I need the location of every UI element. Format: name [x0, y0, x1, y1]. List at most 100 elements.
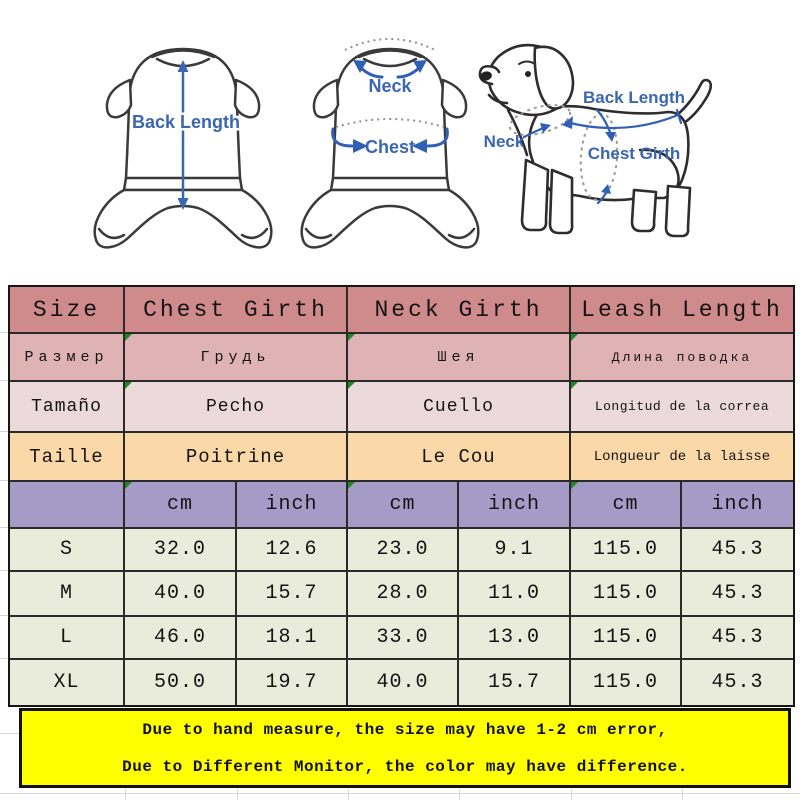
value-cell: 28.0 [348, 572, 459, 617]
dog-nose [480, 71, 492, 81]
value-cell: 45.3 [682, 529, 793, 572]
translation-cell: Размер [10, 334, 125, 382]
excel-gridline [0, 332, 8, 333]
header-neck-girth: Neck Girth [348, 287, 571, 334]
excel-gridline [682, 789, 683, 800]
size-guide-illustration: Back Length Neck Chest [93, 38, 713, 249]
dog-neck-line [506, 108, 529, 157]
chest-label: Chest [365, 137, 415, 157]
chest-dotted-line [335, 118, 445, 128]
note-line: Due to Different Monitor, the color may … [122, 757, 688, 776]
translation-text: Шея [437, 348, 480, 366]
value-cell: 50.0 [125, 660, 237, 705]
excel-gridline [459, 789, 460, 800]
size-cell: S [10, 529, 125, 572]
corner-marker [125, 482, 132, 489]
value-cell: 115.0 [571, 617, 682, 660]
excel-gridline [0, 615, 8, 616]
note-line: Due to hand measure, the size may have 1… [142, 720, 668, 739]
value-cell: 46.0 [125, 617, 237, 660]
translation-text: Грудь [200, 348, 271, 366]
translation-text: Длина поводка [611, 349, 753, 365]
size-table: Size Chest Girth Neck Girth Leash Length… [8, 285, 795, 707]
neck-label: Neck [368, 76, 412, 96]
translation-cell: Шея [348, 334, 571, 382]
unit-cell: inch [682, 482, 793, 529]
excel-gridline [0, 431, 8, 432]
dog-annotation-arrows [522, 108, 683, 205]
chest-girth-arrows [331, 127, 449, 153]
translation-cell: Pecho [125, 382, 348, 433]
corner-marker [571, 382, 578, 389]
dog-chest-girth-label: Chest Girth [588, 144, 681, 163]
value-cell: 11.0 [459, 572, 571, 617]
unit-cell: cm [571, 482, 682, 529]
value-cell: 32.0 [125, 529, 237, 572]
header-leash-length: Leash Length [571, 287, 793, 334]
excel-gridline [125, 789, 126, 800]
excel-gridline [571, 789, 572, 800]
unit-cell: inch [459, 482, 571, 529]
unit-text: cm [612, 493, 639, 516]
value-cell: 45.3 [682, 572, 793, 617]
unit-text: cm [166, 493, 193, 516]
value-cell: 23.0 [348, 529, 459, 572]
dog-eye [525, 71, 531, 77]
notes-box: Due to hand measure, the size may have 1… [19, 708, 791, 788]
dog-back-length-label: Back Length [583, 88, 685, 107]
excel-gridline [0, 793, 800, 794]
value-cell: 115.0 [571, 572, 682, 617]
dog-mouth [487, 93, 509, 105]
corner-marker [125, 382, 132, 389]
unit-cell: cm [348, 482, 459, 529]
back-length-label: Back Length [132, 112, 240, 132]
header-size: Size [10, 287, 125, 334]
value-cell: 9.1 [459, 529, 571, 572]
unit-cell: inch [237, 482, 348, 529]
corner-marker [348, 482, 355, 489]
value-cell: 33.0 [348, 617, 459, 660]
excel-gridline [0, 527, 8, 528]
excel-gridline [0, 570, 8, 571]
translation-text: Pecho [205, 396, 265, 417]
translation-cell: Taille [10, 433, 125, 482]
value-cell: 15.7 [237, 572, 348, 617]
excel-gridline [348, 789, 349, 800]
dog-neck-label: Neck [484, 132, 525, 151]
translation-cell: Длина поводка [571, 334, 793, 382]
translation-text: Longitud de la correa [594, 399, 770, 414]
value-cell: 13.0 [459, 617, 571, 660]
size-cell: M [10, 572, 125, 617]
corner-marker [571, 334, 578, 341]
translation-cell: Longitud de la correa [571, 382, 793, 433]
dog-eyebrow [518, 60, 536, 65]
size-cell: L [10, 617, 125, 660]
size-cell: XL [10, 660, 125, 705]
dog-tail [674, 78, 713, 125]
translation-cell: Poitrine [125, 433, 348, 482]
chest-measure-loop [579, 113, 619, 201]
translation-cell: Le Cou [348, 433, 571, 482]
unit-cell: cm [125, 482, 237, 529]
neck-girth-arrows [353, 60, 427, 79]
translation-cell: Грудь [125, 334, 348, 382]
value-cell: 18.1 [237, 617, 348, 660]
dog-front-leg [520, 158, 550, 232]
corner-marker [348, 334, 355, 341]
header-chest-girth: Chest Girth [125, 287, 348, 334]
value-cell: 45.3 [682, 617, 793, 660]
corner-marker [125, 334, 132, 341]
excel-gridline [0, 733, 19, 734]
excel-gridline [0, 658, 8, 659]
corner-marker [571, 482, 578, 489]
value-cell: 40.0 [348, 660, 459, 705]
translation-cell: Longueur de la laisse [571, 433, 793, 482]
value-cell: 12.6 [237, 529, 348, 572]
value-cell: 19.7 [237, 660, 348, 705]
garment-front-view: Neck Chest [300, 38, 480, 249]
value-cell: 40.0 [125, 572, 237, 617]
corner-marker [348, 382, 355, 389]
value-cell: 15.7 [459, 660, 571, 705]
excel-gridline [0, 380, 8, 381]
unit-text: cm [389, 493, 416, 516]
